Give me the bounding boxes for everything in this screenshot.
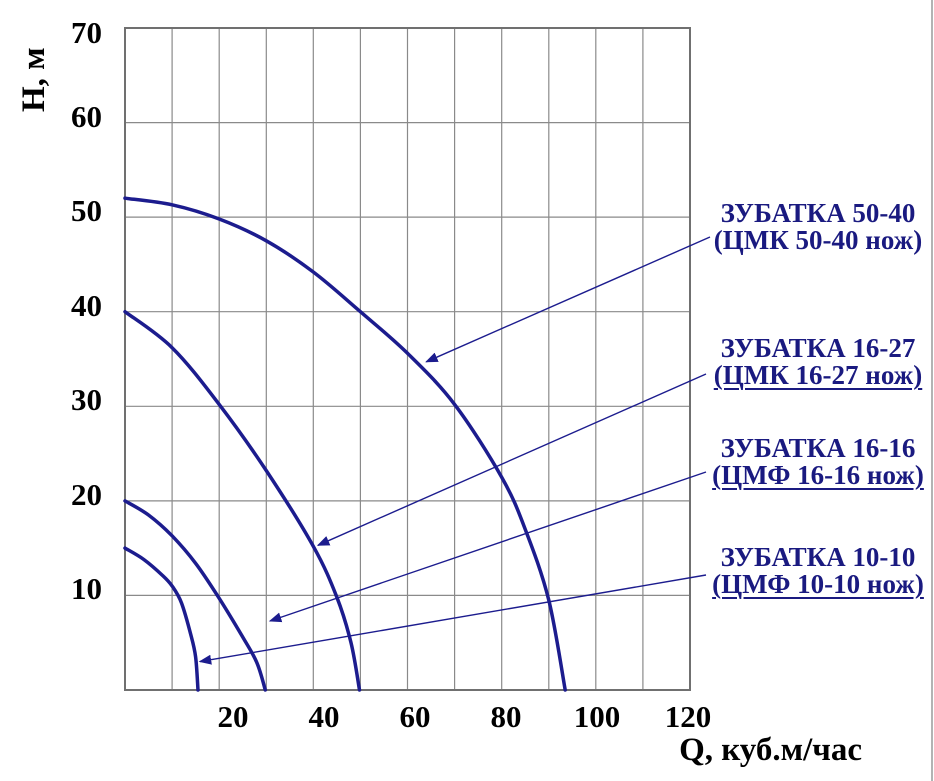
curve-label-1: ЗУБАТКА 50-40 (ЦМК 50-40 нож)	[700, 200, 934, 254]
curve-label-pump-type: (ЦМК 50-40 нож)	[713, 225, 923, 255]
y-tick-label: 20	[71, 476, 102, 512]
x-tick-label: 60	[399, 699, 431, 734]
callout-arrow-1	[425, 236, 711, 363]
pump-curve-3	[123, 499, 268, 692]
y-tick-label: 60	[71, 98, 102, 134]
x-tick-label: 40	[308, 699, 340, 734]
x-tick-label: 20	[217, 699, 249, 734]
curve-label-3: ЗУБАТКА 16-16 (ЦМФ 16-16 нож)	[700, 435, 934, 489]
curve-label-model: ЗУБАТКА 50-40	[720, 198, 916, 228]
y-tick-label: 50	[71, 193, 102, 229]
pump-curve-2	[123, 309, 362, 692]
curve-label-2: ЗУБАТКА 16-27 (ЦМК 16-27 нож)	[700, 335, 934, 389]
callout-arrow-3	[268, 471, 707, 623]
x-tick-label: 80	[490, 699, 522, 734]
y-tick-label: 40	[71, 287, 102, 323]
callout-arrow-4	[198, 574, 707, 665]
pump-curve-1	[123, 196, 567, 692]
x-tick-label: 100	[573, 699, 621, 734]
curve-label-model: ЗУБАТКА 16-16	[720, 433, 916, 463]
x-tick-label: 120	[664, 699, 712, 734]
y-tick-label: 70	[71, 15, 102, 50]
pump-curve-4	[123, 546, 200, 692]
callout-arrow-2	[316, 373, 707, 546]
curve-label-4: ЗУБАТКА 10-10 (ЦМФ 10-10 нож)	[700, 544, 934, 598]
plot-border	[124, 27, 691, 691]
page-right-border-line	[931, 0, 933, 781]
curve-label-pump-type: (ЦМФ 16-16 нож)	[712, 460, 924, 490]
x-axis-title: Q, куб.м/час	[679, 732, 862, 768]
y-tick-label: 10	[71, 571, 102, 607]
curve-label-pump-type: (ЦМФ 10-10 нож)	[712, 569, 924, 599]
curve-label-model: ЗУБАТКА 16-27	[720, 333, 916, 363]
curve-label-pump-type: (ЦМК 16-27 нож)	[713, 360, 923, 390]
y-tick-label: 30	[71, 382, 102, 418]
curve-label-model: ЗУБАТКА 10-10	[720, 542, 916, 572]
